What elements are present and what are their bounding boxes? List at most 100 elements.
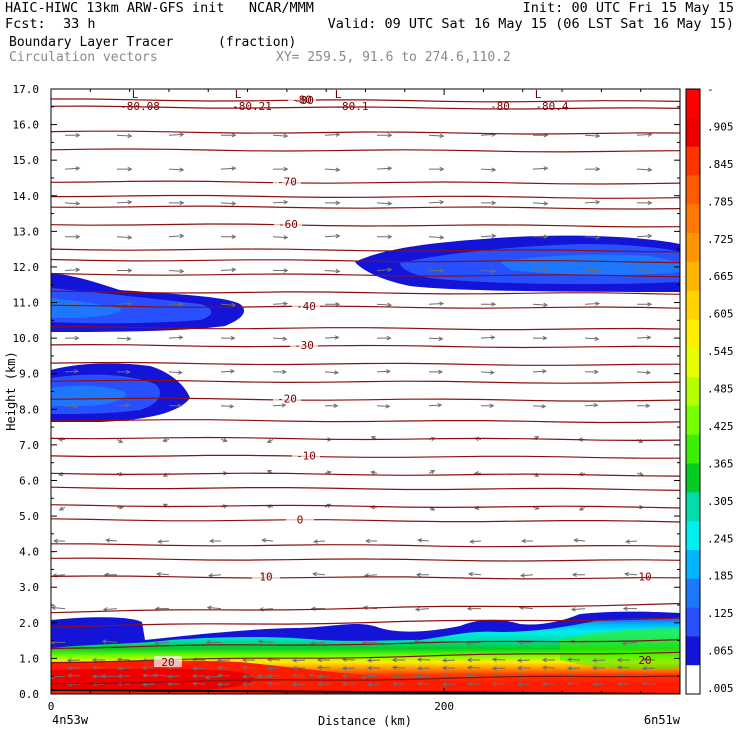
colorbar-swatch	[686, 117, 700, 148]
circulation-vector	[584, 301, 601, 306]
minimum-label: L	[535, 88, 542, 101]
colorbar-label: .005	[707, 682, 734, 695]
circulation-vector	[324, 370, 340, 375]
y-tick-label: 8.0	[19, 403, 39, 416]
circulation-vector	[636, 370, 652, 375]
header-title-left: HAIC-HIWC 13km ARW-GFS init NCAR/MMM	[5, 0, 314, 16]
temperature-contour	[51, 379, 680, 384]
circulation-vector	[220, 201, 237, 206]
circulation-vector	[324, 268, 341, 274]
circulation-vector	[521, 538, 533, 544]
circulation-vector	[266, 681, 281, 686]
circulation-vector	[66, 673, 81, 678]
temperature-contour	[51, 436, 680, 442]
circulation-vector	[64, 404, 79, 409]
circulation-vector	[376, 404, 391, 409]
circulation-vector	[469, 539, 482, 544]
circulation-vector	[341, 666, 356, 671]
colorbar-label: .845	[707, 158, 734, 171]
y-tick-label: 3.0	[19, 581, 39, 594]
temperature-contour	[51, 472, 680, 477]
circulation-vector	[141, 673, 156, 678]
circulation-vector	[584, 199, 601, 205]
colorbar: - .905 .845 .785 .725 .665 .605 .545 .485 .425 .36…	[685, 83, 734, 695]
y-tick-label: 14.0	[13, 190, 40, 203]
circulation-vector	[621, 640, 638, 646]
circulation-vector	[641, 681, 656, 686]
circulation-vector	[316, 665, 331, 670]
circulation-vector	[325, 302, 341, 307]
y-tick-label: 12.0	[13, 261, 40, 274]
colorbar-swatch	[686, 319, 700, 349]
circulation-vector	[360, 674, 378, 680]
circulation-vector	[116, 301, 133, 306]
circulation-vector	[65, 335, 80, 341]
circulation-vector	[157, 539, 170, 544]
x-axis-label: Distance (km)	[318, 714, 412, 728]
minimum-label: L	[335, 88, 342, 101]
circulation-vector	[65, 234, 81, 239]
contour-label: 10	[638, 571, 651, 584]
field-units-tracer: (fraction)	[218, 35, 297, 50]
colorbar-swatch	[686, 463, 700, 493]
circulation-vector	[241, 665, 256, 670]
circulation-vector	[168, 233, 185, 239]
colorbar-swatch	[686, 261, 700, 292]
contour-label: 20	[638, 654, 651, 667]
temperature-contour	[51, 639, 680, 650]
temperature-contour	[51, 419, 680, 424]
colorbar-label: .665	[707, 270, 734, 283]
circulation-vector	[377, 335, 392, 341]
circulation-vector	[591, 658, 606, 663]
circulation-vector	[257, 639, 274, 644]
colorbar-swatch	[686, 348, 700, 378]
colorbar-swatch	[686, 290, 700, 320]
temperature-contour	[51, 543, 680, 548]
circulation-vector	[532, 166, 549, 171]
circulation-vector	[636, 335, 652, 340]
circulation-vector	[272, 199, 289, 205]
circulation-vector	[64, 201, 81, 206]
colorbar-swatch	[686, 89, 700, 119]
colorbar-label: .605	[707, 308, 734, 321]
circulation-vector	[141, 682, 156, 687]
circulation-vector	[221, 335, 236, 341]
circulation-vector	[466, 681, 480, 687]
temperature-contour	[51, 486, 680, 491]
contour-label: -10	[296, 450, 316, 463]
circulation-vector	[141, 665, 155, 671]
circulation-vector	[376, 201, 393, 206]
circulation-vector	[168, 167, 185, 172]
temperature-contour	[51, 258, 680, 264]
circulation-vector	[641, 666, 656, 671]
temperature-contour	[51, 675, 680, 685]
circulation-vector	[365, 538, 377, 544]
contour-label: 20	[161, 656, 174, 669]
temperature-contour	[51, 518, 680, 523]
contour-label: -30	[294, 339, 314, 352]
circulation-vector	[391, 681, 405, 687]
circulation-vector	[324, 335, 340, 340]
circulation-vector	[273, 268, 289, 273]
colorbar-swatch	[686, 434, 700, 464]
circulation-vector	[467, 571, 482, 577]
circulation-vector	[391, 674, 406, 679]
circulation-vector	[591, 682, 606, 687]
circulation-vector	[585, 369, 599, 375]
colorbar-swatch	[686, 233, 700, 263]
circulation-vector	[480, 167, 497, 172]
circulation-vector	[272, 133, 289, 139]
circulation-vector	[58, 506, 66, 511]
circulation-vector	[216, 658, 231, 663]
circulation-vector	[166, 681, 180, 687]
circulation-vector	[520, 573, 534, 578]
circulation-vectors	[51, 132, 656, 687]
circulation-vector	[428, 301, 445, 306]
circulation-vector	[117, 369, 131, 375]
circulation-vector	[541, 657, 555, 663]
circulation-vector	[533, 234, 549, 239]
circulation-vector	[466, 657, 480, 663]
temperature-contour	[51, 504, 680, 509]
circulation-vector	[480, 268, 497, 274]
circulation-vector	[566, 657, 581, 662]
